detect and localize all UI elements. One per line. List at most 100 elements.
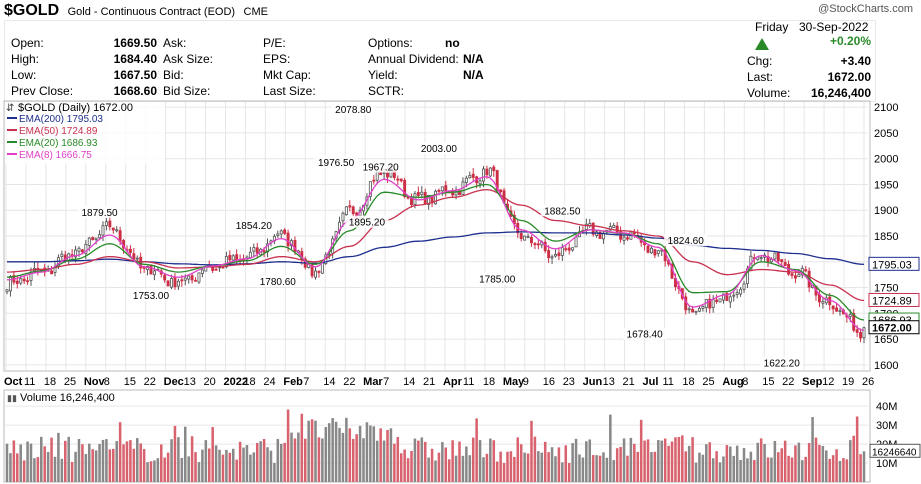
candle-body	[156, 268, 160, 271]
volume-bar	[811, 417, 814, 482]
volume-bar	[266, 447, 269, 482]
candle-body	[365, 196, 369, 206]
volume-bar	[303, 438, 307, 482]
volume-bar	[112, 448, 115, 482]
x-tick-label: 25	[702, 376, 714, 388]
candle-body	[111, 227, 115, 231]
candle-body	[756, 256, 760, 260]
ema200-legend-label: EMA(200) 1795.03	[19, 114, 103, 125]
right-value-box	[868, 292, 920, 307]
quote-label-chg: Chg:	[747, 54, 773, 68]
candle-body	[221, 266, 225, 269]
volume-bar	[499, 451, 502, 482]
volume-bar	[29, 443, 33, 482]
volume-bar	[358, 425, 362, 482]
candle-body	[87, 237, 91, 246]
volume-bar	[382, 440, 386, 482]
candle-body	[307, 263, 311, 268]
x-tick-label: Mar	[363, 376, 383, 388]
candle-body	[598, 231, 602, 239]
volume-bar	[814, 437, 818, 482]
candle-body	[567, 247, 571, 251]
price-annotation: 1678.40	[627, 329, 664, 340]
quote-value-chg: +3.40	[840, 54, 871, 68]
candle-body	[245, 256, 249, 260]
volume-bar	[345, 417, 348, 482]
volume-bar	[139, 443, 142, 482]
right-value-box	[868, 320, 920, 335]
volume-bar	[845, 459, 849, 482]
candle-body	[773, 252, 777, 260]
chart-title: $GOLD (Daily) 1672.00	[18, 102, 133, 114]
volume-bar	[615, 448, 619, 482]
candle-icon: ⇵	[6, 103, 14, 114]
candle-body	[56, 257, 60, 267]
volume-bar	[197, 462, 201, 482]
volume-bar	[413, 438, 417, 482]
volume-bar	[362, 438, 365, 482]
volume-bar	[16, 453, 19, 482]
volume-bar	[447, 459, 451, 482]
candle-body	[15, 280, 19, 284]
candle-body	[619, 231, 623, 240]
candle-body	[790, 273, 794, 276]
volume-bar	[396, 437, 400, 482]
volume-bar	[153, 460, 156, 482]
volume-bar	[540, 452, 544, 482]
candle-body	[200, 269, 204, 274]
candle-body	[91, 237, 95, 241]
volume-bar	[777, 452, 780, 482]
volume-bar	[506, 451, 509, 482]
candle-body	[204, 266, 208, 272]
quote-panel: Open: 1669.50 High: 1684.40 Low: 1667.50…	[4, 20, 876, 102]
volume-bar	[57, 432, 60, 482]
volume-bar	[862, 451, 866, 482]
x-tick-label: Dec	[164, 376, 184, 388]
volume-bar	[482, 457, 485, 482]
x-tick-label: 22	[343, 376, 355, 388]
volume-bar	[235, 459, 238, 482]
volume-bar	[163, 457, 166, 482]
volume-bar	[561, 462, 564, 482]
candle-body	[649, 247, 653, 254]
ema50-legend-label: EMA(50) 1724.89	[19, 126, 98, 137]
volume-bar	[26, 441, 29, 482]
candle-body	[464, 177, 468, 183]
candle-body	[255, 247, 259, 254]
annotation-bg	[623, 327, 667, 340]
candle-body	[98, 234, 102, 239]
candle-body	[718, 298, 722, 303]
description: Gold - Continuous Contract (EOD)	[67, 6, 236, 18]
price-annotation: 1824.60	[668, 236, 705, 247]
candle-body	[728, 296, 732, 303]
volume-bar	[314, 420, 317, 482]
candle-body	[8, 276, 12, 292]
candle-body	[218, 266, 222, 269]
volume-bar	[40, 436, 43, 482]
candle-body	[420, 191, 424, 195]
volume-bar	[722, 456, 725, 482]
volume-bar	[115, 441, 118, 482]
candle-body	[317, 270, 321, 273]
volume-bar	[773, 440, 777, 482]
volume-bar	[77, 438, 81, 482]
volume-bar	[297, 432, 300, 482]
volume-bar	[108, 449, 112, 482]
candle-body	[512, 214, 516, 225]
volume-bar	[269, 450, 273, 482]
volume-bar	[502, 462, 506, 482]
volume-bar	[519, 444, 523, 482]
price-annotation: 1967.20	[363, 163, 400, 174]
candle-body	[128, 248, 132, 253]
candle-body	[602, 232, 605, 240]
quote-value-volume: 16,246,400	[810, 86, 871, 100]
quote-label-high: High:	[11, 52, 40, 66]
volume-bar	[804, 456, 807, 482]
candle-body	[283, 229, 287, 234]
candle-body	[272, 235, 276, 242]
candle-body	[22, 278, 26, 282]
x-tick-label: 23	[563, 376, 575, 388]
quote-label-volume: Volume:	[747, 86, 791, 100]
x-tick-label: 18	[243, 376, 255, 388]
candle-body	[557, 252, 561, 257]
